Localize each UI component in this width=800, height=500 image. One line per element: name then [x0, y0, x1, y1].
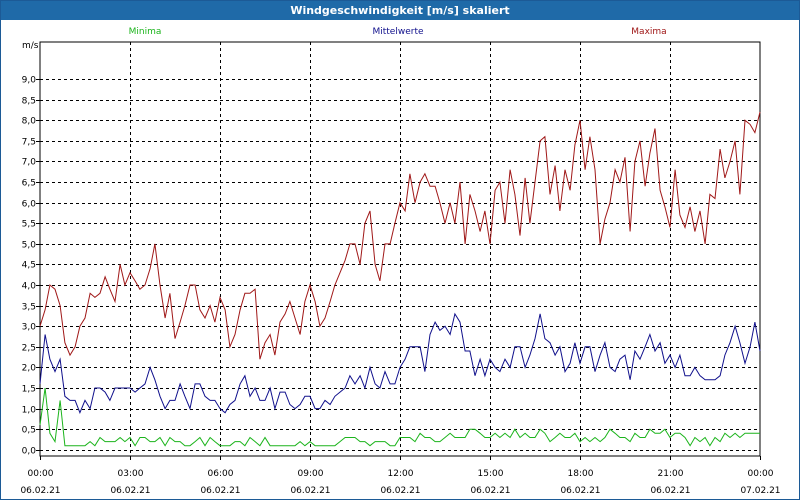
legend-mittelwerte: Mittelwerte: [372, 27, 423, 37]
x-tick-date: 06.02.21: [110, 486, 150, 496]
x-tick-date: 07.02.21: [740, 486, 780, 496]
y-tick-label: 8,5: [22, 97, 36, 107]
chart-title: Windgeschwindigkeit [m/s] skaliert: [1, 1, 799, 20]
series-line-mittelwerte: [39, 312, 761, 415]
y-tick-label: 3,0: [22, 323, 37, 333]
y-tick-label: 5,5: [22, 220, 36, 230]
y-tick-label: 2,5: [22, 344, 36, 354]
y-axis-label: m/s: [22, 41, 39, 51]
y-tick-label: 6,5: [22, 179, 36, 189]
x-tick-time: 21:00: [658, 469, 684, 479]
x-tick-date: 06.02.21: [470, 486, 510, 496]
y-tick-label: 9,0: [22, 76, 37, 86]
x-tick-time: 06:00: [208, 469, 234, 479]
x-tick-date: 06.02.21: [650, 486, 690, 496]
legend-maxima: Maxima: [631, 27, 666, 37]
y-tick-label: 4,0: [22, 282, 37, 292]
y-tick-label: 4,5: [22, 261, 36, 271]
legend-minima: Minima: [129, 27, 162, 37]
series-line-minima: [39, 387, 760, 447]
x-tick-time: 03:00: [118, 469, 144, 479]
y-tick-label: 6,0: [22, 200, 37, 210]
y-tick-label: 0,0: [22, 447, 37, 457]
y-tick-label: 0,5: [22, 426, 36, 436]
x-tick-date: 06.02.21: [20, 486, 60, 496]
x-tick-time: 15:00: [478, 469, 504, 479]
x-tick-time: 18:00: [568, 469, 594, 479]
x-tick-time: 12:00: [388, 469, 414, 479]
y-tick-label: 5,0: [22, 241, 37, 251]
y-tick-label: 2,0: [22, 364, 37, 374]
x-tick-date: 06.02.21: [200, 486, 240, 496]
y-tick-label: 7,5: [22, 138, 36, 148]
x-tick-date: 06.02.21: [290, 486, 330, 496]
y-tick-label: 1,0: [22, 406, 37, 416]
y-tick-label: 7,0: [22, 158, 37, 168]
y-tick-label: 1,5: [22, 385, 36, 395]
y-tick-label: 8,0: [22, 117, 37, 127]
x-tick-date: 06.02.21: [380, 486, 420, 496]
x-tick-time: 00:00: [28, 469, 54, 479]
series-line-maxima: [39, 111, 761, 360]
x-tick-time: 09:00: [298, 469, 324, 479]
y-tick-label: 3,5: [22, 303, 36, 313]
x-tick-date: 06.02.21: [560, 486, 600, 496]
x-tick-time: 00:00: [748, 469, 774, 479]
